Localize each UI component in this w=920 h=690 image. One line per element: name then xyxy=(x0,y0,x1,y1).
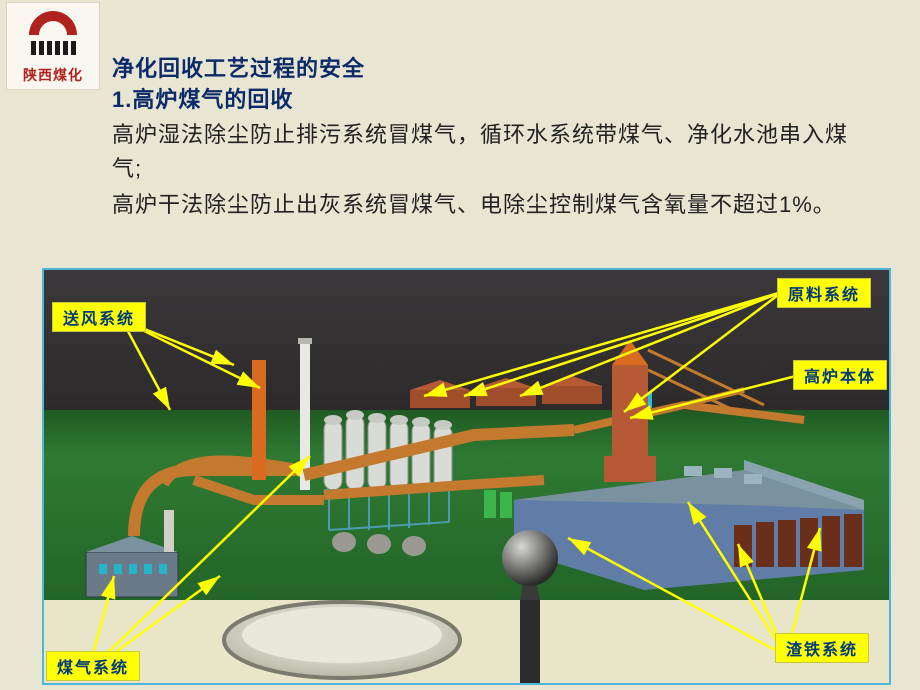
diagram-svg xyxy=(44,270,889,683)
page-subtitle: 1.高炉煤气的回收 xyxy=(112,85,872,116)
label-air-supply: 送风系统 xyxy=(52,302,146,332)
logo-text: 陕西煤化 xyxy=(7,65,99,85)
text-block: 净化回收工艺过程的安全 1.高炉煤气的回收 高炉湿法除尘防止排污系统冒煤气，循环… xyxy=(112,52,872,222)
label-furnace-body: 高炉本体 xyxy=(793,360,887,390)
page-title: 净化回收工艺过程的安全 xyxy=(112,52,872,85)
slide-page: 陕西煤化 净化回收工艺过程的安全 1.高炉煤气的回收 高炉湿法除尘防止排污系统冒… xyxy=(0,0,920,690)
body-line-2: 高炉干法除尘防止出灰系统冒煤气、电除尘控制煤气含氧量不超过1%。 xyxy=(112,188,872,222)
label-raw-material: 原料系统 xyxy=(777,278,871,308)
body-line-1: 高炉湿法除尘防止排污系统冒煤气，循环水系统带煤气、净化水池串入煤气; xyxy=(112,118,872,186)
blast-furnace-diagram: 送风系统 煤气系统 原料系统 高炉本体 渣铁系统 xyxy=(42,268,891,685)
label-slag-iron: 渣铁系统 xyxy=(775,633,869,663)
company-logo-icon xyxy=(25,7,81,63)
logo: 陕西煤化 xyxy=(6,2,100,90)
label-gas-system: 煤气系统 xyxy=(46,651,140,681)
